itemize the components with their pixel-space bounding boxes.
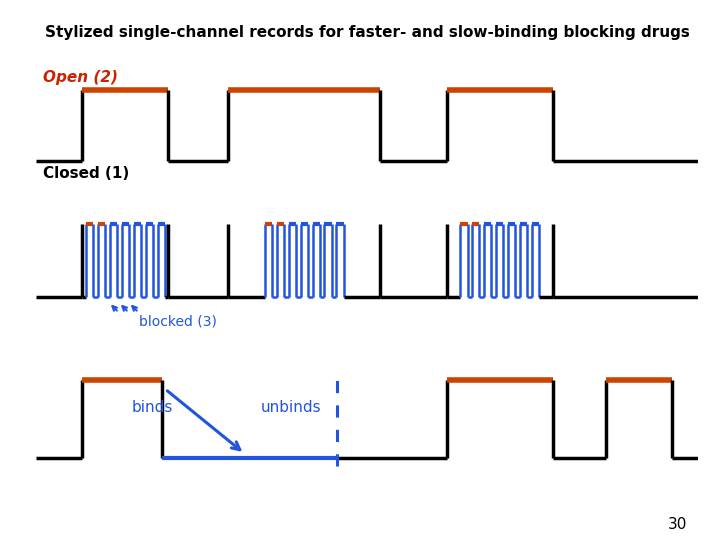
Text: unbinds: unbinds xyxy=(261,400,322,415)
Text: Open (2): Open (2) xyxy=(42,70,117,85)
Text: 30: 30 xyxy=(668,517,688,532)
Text: binds: binds xyxy=(132,400,174,415)
Text: Closed (1): Closed (1) xyxy=(42,166,129,181)
Text: blocked (3): blocked (3) xyxy=(139,314,217,328)
Text: Stylized single-channel records for faster- and slow-binding blocking drugs: Stylized single-channel records for fast… xyxy=(45,25,690,40)
